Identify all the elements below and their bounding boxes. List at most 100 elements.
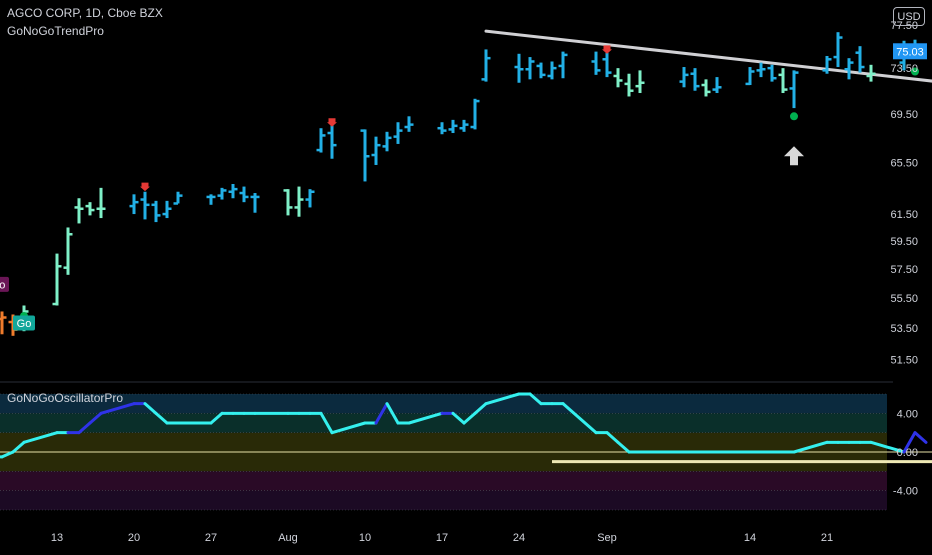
trend-label-box — [0, 276, 9, 292]
osc-line-segment — [869, 440, 906, 454]
date-tick-label: Aug — [278, 532, 298, 544]
osc-line-segment — [330, 421, 367, 435]
osc-zone-strong-go — [0, 394, 887, 414]
osc-tick-label: -4.00 — [893, 486, 918, 498]
ohlc-bar — [602, 52, 612, 78]
osc-line-segment — [0, 450, 15, 459]
osc-line-segment — [913, 431, 928, 444]
price-tick-label: 57.50 — [890, 264, 918, 276]
ohlc-bar — [558, 51, 568, 79]
ohlc-bar — [690, 68, 700, 91]
price-tick-label: 53.50 — [890, 323, 918, 335]
countertrend-arrow-icon — [327, 118, 337, 127]
ohlc-bar — [294, 186, 304, 217]
trend-label-go: Go — [13, 315, 35, 331]
ohlc-bar — [712, 77, 722, 94]
ohlc-bar — [536, 62, 546, 79]
ohlc-bar — [459, 119, 469, 132]
ohlc-bar — [481, 49, 491, 82]
ohlc-bar — [591, 51, 601, 75]
osc-tick-label: 0.00 — [897, 447, 918, 459]
ohlc-bar — [52, 253, 62, 306]
osc-line-segment — [209, 411, 224, 425]
trend-label-nogo: NoGo — [0, 276, 9, 292]
symbol-title: AGCO CORP, 1D, Cboe BZX — [7, 6, 163, 20]
ohlc-bar — [327, 124, 337, 159]
osc-line-segment — [451, 411, 466, 425]
trend-label-text: NoGo — [0, 279, 5, 291]
osc-zone-nogo — [0, 471, 887, 491]
osc-line-segment — [319, 411, 334, 435]
ohlc-bar — [701, 79, 711, 97]
price-tick-label: 65.50 — [890, 157, 918, 169]
ohlc-bar — [404, 116, 414, 132]
ohlc-bar — [866, 64, 876, 82]
ohlc-bar — [129, 194, 139, 215]
ohlc-bar — [250, 193, 260, 213]
ohlc-bar — [63, 227, 73, 275]
ohlc-bar — [778, 68, 788, 94]
osc-line-segment — [374, 402, 389, 425]
osc-line-segment — [11, 440, 26, 454]
ohlc-bar — [305, 189, 315, 208]
resistance-trendline — [484, 29, 932, 83]
ohlc-bar — [525, 57, 535, 80]
osc-line-segment — [605, 431, 620, 444]
osc-line-segment — [143, 402, 158, 415]
ohlc-bar — [745, 67, 755, 86]
ohlc-bar — [140, 191, 150, 220]
osc-line-segment — [473, 402, 488, 415]
ohlc-bar — [833, 32, 843, 68]
osc-line-segment — [561, 402, 598, 435]
last-price-badge — [893, 43, 927, 60]
date-tick-label: 14 — [744, 532, 756, 544]
osc-line-segment — [77, 421, 92, 435]
ohlc-bar — [382, 131, 392, 152]
ohlc-bar — [228, 184, 238, 199]
osc-line-segment — [484, 392, 521, 406]
ohlc-bar — [679, 67, 689, 88]
date-tick-label: 10 — [359, 532, 371, 544]
ohlc-bar — [822, 55, 832, 74]
ohlc-bar — [217, 187, 227, 200]
price-tick-label: 73.50 — [890, 63, 918, 75]
osc-line-segment — [154, 411, 169, 425]
osc-line-segment — [616, 440, 631, 454]
ohlc-bar — [162, 200, 172, 219]
trend-indicator-name: GoNoGoTrendPro — [7, 24, 104, 38]
ohlc-bar — [613, 68, 623, 88]
ohlc-bar — [371, 136, 381, 165]
ohlc-bar — [514, 53, 524, 83]
date-tick-label: 24 — [513, 532, 525, 544]
osc-line-segment — [99, 402, 136, 415]
date-tick-label: Sep — [597, 532, 617, 544]
ohlc-bar — [844, 58, 854, 80]
ohlc-bar — [789, 70, 799, 109]
ohlc-bar — [360, 129, 370, 182]
osc-line-segment — [22, 431, 59, 444]
osc-line-segment — [902, 431, 917, 454]
price-tick-label: 61.50 — [890, 209, 918, 221]
price-tick-label: 55.50 — [890, 293, 918, 305]
oscillator-name: GoNoGoOscillatorPro — [7, 391, 124, 405]
currency-button[interactable]: USD — [893, 7, 925, 26]
date-tick-label: 20 — [128, 532, 140, 544]
ohlc-bar — [855, 46, 865, 73]
osc-tick-label: 4.00 — [897, 408, 918, 420]
ohlc-bar — [173, 191, 183, 205]
price-tick-label: 51.50 — [890, 354, 918, 366]
ohlc-bar — [316, 128, 326, 153]
countertrend-arrow-icon — [602, 45, 612, 54]
date-tick-label: 27 — [205, 532, 217, 544]
osc-line-segment — [88, 411, 103, 425]
ohlc-bar — [448, 119, 458, 134]
date-tick-label: 17 — [436, 532, 448, 544]
ohlc-bar — [437, 122, 447, 135]
ohlc-bar — [767, 64, 777, 82]
last-price-label: 75.03 — [896, 46, 924, 58]
ohlc-bar — [96, 187, 106, 219]
osc-line-segment — [528, 392, 543, 406]
ohlc-bar — [0, 311, 7, 335]
